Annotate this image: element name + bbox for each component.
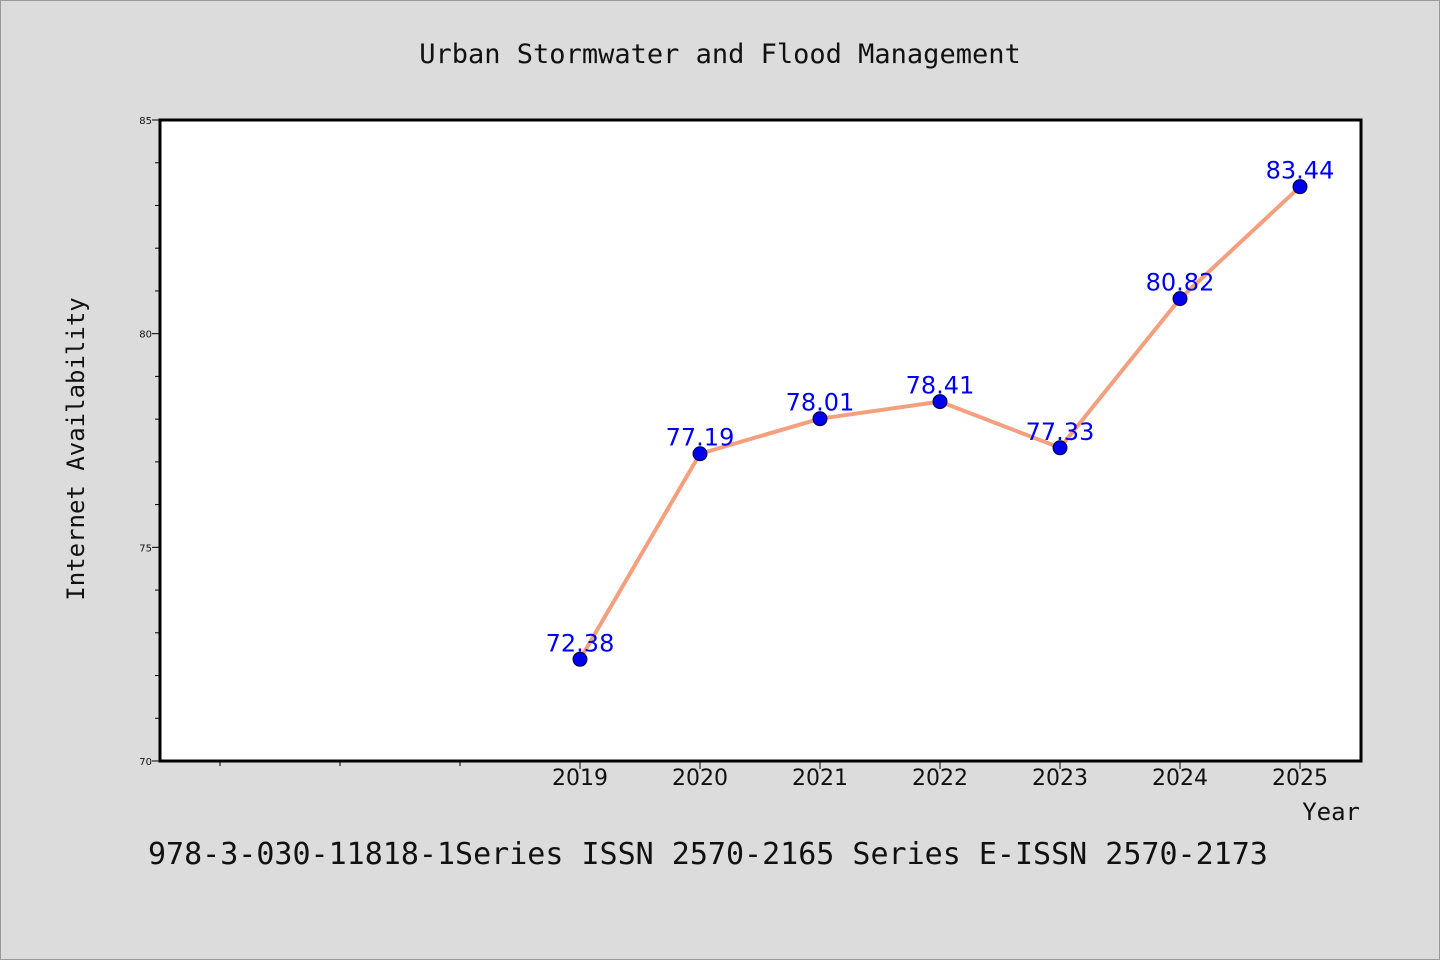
y-tick-label: 70 <box>139 757 152 768</box>
data-label: 72.38 <box>546 629 615 657</box>
plot-area <box>158 118 1363 763</box>
chart-title: Urban Stormwater and Flood Management <box>419 39 1020 70</box>
data-point <box>1052 440 1068 456</box>
y-tick-label: 85 <box>139 116 152 127</box>
y-tick-label: 80 <box>139 330 152 341</box>
x-tick-label: 2022 <box>912 766 968 791</box>
data-label: 77.33 <box>1026 418 1095 446</box>
series-layer: 72.38 77.19 78.01 78.41 77.33 80.82 83.44 <box>546 157 1335 667</box>
data-label: 80.82 <box>1146 269 1215 297</box>
data-point <box>1172 291 1188 307</box>
axis-ticks: 70 75 80 85 2019 2020 2021 2022 2023 2024 2025 <box>139 116 1328 791</box>
data-label: 83.44 <box>1266 157 1335 185</box>
data-label: 77.19 <box>666 424 735 452</box>
footer-isbn-issn: 978-3-030-11818-1Series ISSN 2570-2165 S… <box>148 837 1268 872</box>
data-point <box>812 411 828 427</box>
x-tick-label: 2024 <box>1152 766 1208 791</box>
x-tick-label: 2019 <box>552 766 608 791</box>
data-point <box>1292 179 1308 195</box>
y-axis-label: Internet Availability <box>62 297 90 600</box>
x-axis-label: Year <box>1302 798 1360 826</box>
data-label: 78.41 <box>906 372 975 400</box>
data-point <box>932 394 948 410</box>
y-tick-label: 75 <box>139 543 152 554</box>
x-tick-label: 2021 <box>792 766 848 791</box>
x-tick-label: 2023 <box>1032 766 1088 791</box>
data-point <box>572 651 588 667</box>
data-point <box>692 446 708 462</box>
data-label: 78.01 <box>786 389 855 417</box>
x-tick-label: 2025 <box>1272 766 1328 791</box>
x-tick-label: 2020 <box>672 766 728 791</box>
